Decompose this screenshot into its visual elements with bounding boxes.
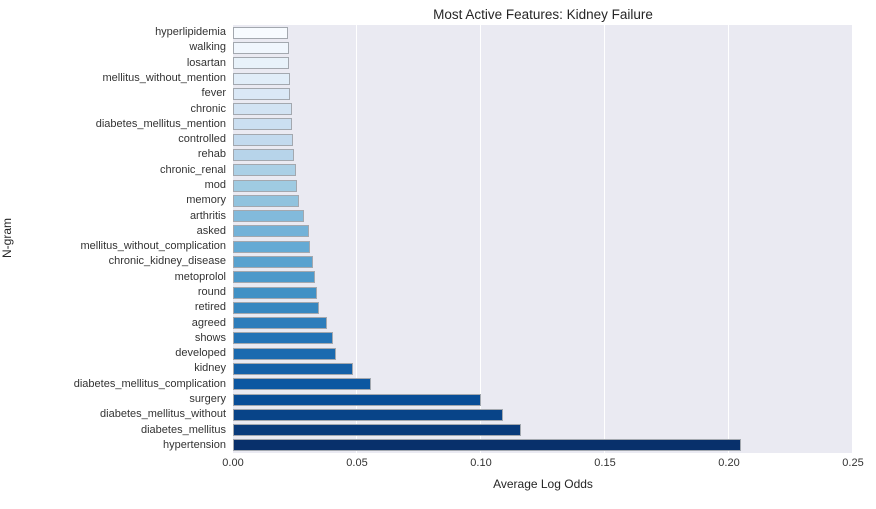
gridline [356,25,357,453]
bar-controlled [233,133,293,146]
bar-surgery [233,393,481,406]
y-tick-label: chronic [190,102,226,115]
y-tick-label: fever [201,87,226,100]
x-tick-label: 0.15 [594,457,616,469]
y-tick-label: diabetes_mellitus [141,423,226,436]
x-tick-label: 0.00 [222,457,244,469]
y-tick-label: diabetes_mellitus_mention [95,117,226,130]
y-tick-label: chronic_kidney_disease [108,255,226,268]
bar-mellitus_without_complication [233,240,310,253]
y-tick-label: retired [194,301,226,314]
y-tick-label: metoprolol [174,270,226,283]
bar-hyperlipidemia [233,26,288,39]
y-tick-label: developed [175,347,226,360]
bar-asked [233,225,309,238]
gridline [728,25,729,453]
bar-rehab [233,148,294,161]
y-tick-label: surgery [189,393,226,405]
gridline [604,25,605,453]
plot-area [233,25,853,453]
y-tick-label: walking [189,41,226,54]
bar-fever [233,87,290,100]
gridline [480,25,481,453]
x-tick-label: 0.10 [470,457,492,469]
bar-diabetes_mellitus_without [233,408,503,421]
x-axis-label: Average Log Odds [493,477,593,491]
y-tick-label: mod [204,179,226,191]
y-tick-label: diabetes_mellitus_without [100,408,226,421]
y-tick-label: mellitus_without_complication [80,240,226,253]
bar-chronic [233,103,292,116]
bar-hypertension [233,439,741,452]
y-tick-label: shows [194,331,226,344]
bar-arthritis [233,210,304,223]
y-tick-label: kidney [194,362,226,375]
bar-diabetes_mellitus [233,424,521,437]
gridline [852,25,853,453]
y-tick-label: agreed [191,316,226,329]
bar-chronic_kidney_disease [233,255,313,268]
y-tick-label: hypertension [163,438,226,451]
bar-walking [233,41,289,54]
bar-mod [233,179,297,192]
bar-round [233,286,317,299]
bar-chronic_renal [233,164,296,177]
bar-agreed [233,317,327,330]
y-tick-label: rehab [197,148,226,161]
bar-mellitus_without_mention [233,72,290,85]
y-tick-label: arthritis [189,209,226,222]
y-tick-label: mellitus_without_mention [102,72,226,84]
bar-developed [233,347,336,360]
y-tick-label: round [197,286,226,298]
bar-losartan [233,57,289,70]
x-tick-label: 0.05 [346,457,368,469]
y-tick-label: hyperlipidemia [155,26,226,39]
y-tick-label: asked [196,224,226,237]
bar-diabetes_mellitus_complication [233,378,371,391]
y-tick-label: diabetes_mellitus_complication [73,377,226,390]
bar-memory [233,194,299,207]
bar-metoprolol [233,271,315,284]
y-tick-label: controlled [178,133,226,146]
y-tick-label: chronic_renal [159,163,226,176]
chart-title: Most Active Features: Kidney Failure [433,7,653,22]
bar-retired [233,301,319,314]
x-tick-label: 0.25 [842,457,864,469]
y-tick-label: losartan [186,56,226,69]
bar-kidney [233,362,353,375]
y-tick-label: memory [186,194,226,207]
x-tick-label: 0.20 [718,457,740,469]
bar-diabetes_mellitus_mention [233,118,292,131]
bar-shows [233,332,333,345]
